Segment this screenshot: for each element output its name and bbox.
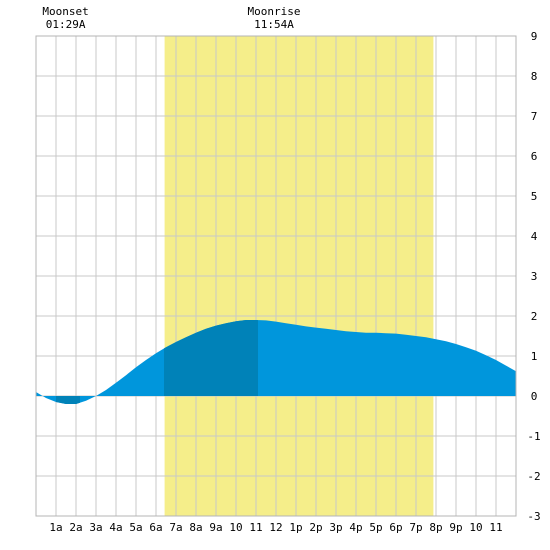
x-tick-label: 11	[489, 521, 502, 534]
x-tick-label: 11	[249, 521, 262, 534]
y-tick-label: -3	[527, 510, 540, 523]
x-tick-label: 4p	[349, 521, 362, 534]
y-tick-label: 1	[531, 350, 538, 363]
y-tick-label: -2	[527, 470, 540, 483]
x-tick-label: 7a	[169, 521, 182, 534]
x-tick-label: 7p	[409, 521, 422, 534]
y-tick-label: 6	[531, 150, 538, 163]
x-tick-label: 1p	[289, 521, 302, 534]
x-tick-label: 1a	[49, 521, 62, 534]
y-tick-label: 5	[531, 190, 538, 203]
tide-area	[36, 320, 516, 404]
x-tick-label: 2p	[309, 521, 322, 534]
annotation-time: 11:54A	[254, 18, 294, 31]
x-tick-label: 9p	[449, 521, 462, 534]
y-tick-label: 2	[531, 310, 538, 323]
y-tick-label: 8	[531, 70, 538, 83]
x-tick-label: 10	[229, 521, 242, 534]
annotation-label: Moonrise	[248, 5, 301, 18]
y-tick-label: 4	[531, 230, 538, 243]
x-tick-label: 6p	[389, 521, 402, 534]
tide-area-highlight-trough	[56, 396, 80, 404]
x-tick-label: 8a	[189, 521, 202, 534]
y-tick-label: 9	[531, 30, 538, 43]
x-tick-label: 9a	[209, 521, 222, 534]
grid-layer	[36, 36, 516, 516]
x-tick-label: 8p	[429, 521, 442, 534]
annotation-time: 01:29A	[46, 18, 86, 31]
x-tick-label: 3a	[89, 521, 102, 534]
x-tick-label: 6a	[149, 521, 162, 534]
x-tick-label: 10	[469, 521, 482, 534]
y-tick-label: 7	[531, 110, 538, 123]
x-tick-label: 3p	[329, 521, 342, 534]
x-tick-label: 4a	[109, 521, 122, 534]
y-tick-label: -1	[527, 430, 540, 443]
annotation-label: Moonset	[42, 5, 88, 18]
x-tick-label: 5p	[369, 521, 382, 534]
tide-area-highlight	[164, 320, 258, 396]
plot-frame	[35, 35, 517, 517]
x-tick-label: 12	[269, 521, 282, 534]
x-tick-label: 5a	[129, 521, 142, 534]
axis-layer: 1a 2a 3a 4a 5a 6a 7a 8a 9a 10 11 12 1p 2p 3p 4p 5p 6p 7p 8p…	[35, 30, 541, 534]
x-tick-label: 2a	[69, 521, 82, 534]
y-tick-label: 0	[531, 390, 538, 403]
tide-area-layer	[36, 320, 516, 404]
y-tick-label: 3	[531, 270, 538, 283]
